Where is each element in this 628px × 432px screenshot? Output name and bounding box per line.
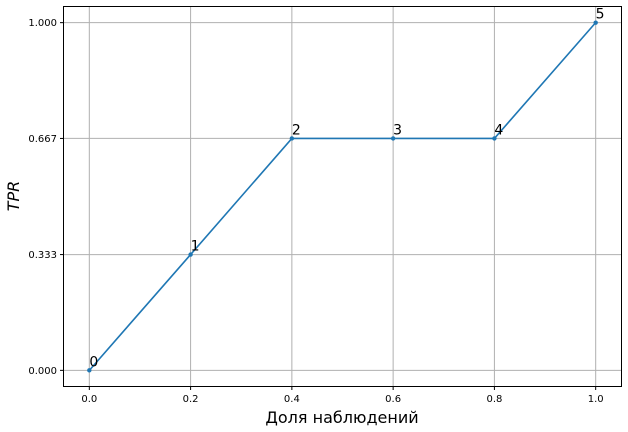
y-tick-label: 0.333: [28, 250, 57, 261]
point-label: 4: [494, 122, 503, 138]
point-labels: 0 1 2 3 4 5: [89, 7, 604, 371]
point-label: 0: [89, 354, 98, 370]
point-label: 5: [596, 7, 605, 23]
data-point: [87, 368, 92, 373]
data-point: [188, 252, 193, 257]
x-tick-label: 0.8: [486, 394, 502, 405]
x-tick-label: 0.2: [183, 394, 199, 405]
y-axis-label: TPR: [4, 181, 23, 212]
y-tick-label: 0.000: [28, 366, 57, 377]
x-tick-label: 1.0: [588, 394, 604, 405]
data-point: [492, 136, 497, 141]
y-tick-label: 0.667: [28, 134, 57, 145]
point-label: 1: [191, 239, 200, 255]
series-line: [88, 22, 597, 371]
x-tick-label: 0.6: [385, 394, 401, 405]
series: [87, 20, 598, 373]
x-tick-label: 0.4: [284, 394, 300, 405]
point-label: 3: [393, 122, 402, 138]
y-tick-label: 1.000: [28, 18, 57, 29]
grid: [64, 7, 621, 386]
x-tick-label: 0.0: [81, 394, 97, 405]
axis-ticks: 0.0 0.2 0.4 0.6 0.8 1.0 0.000 0.333 0.667 1.000: [28, 18, 603, 405]
data-point: [593, 20, 598, 25]
x-axis-label: Доля наблюдений: [265, 408, 418, 427]
data-point: [390, 136, 396, 141]
point-label: 2: [292, 122, 301, 138]
data-point: [289, 136, 295, 141]
plot-frame: [63, 6, 622, 387]
